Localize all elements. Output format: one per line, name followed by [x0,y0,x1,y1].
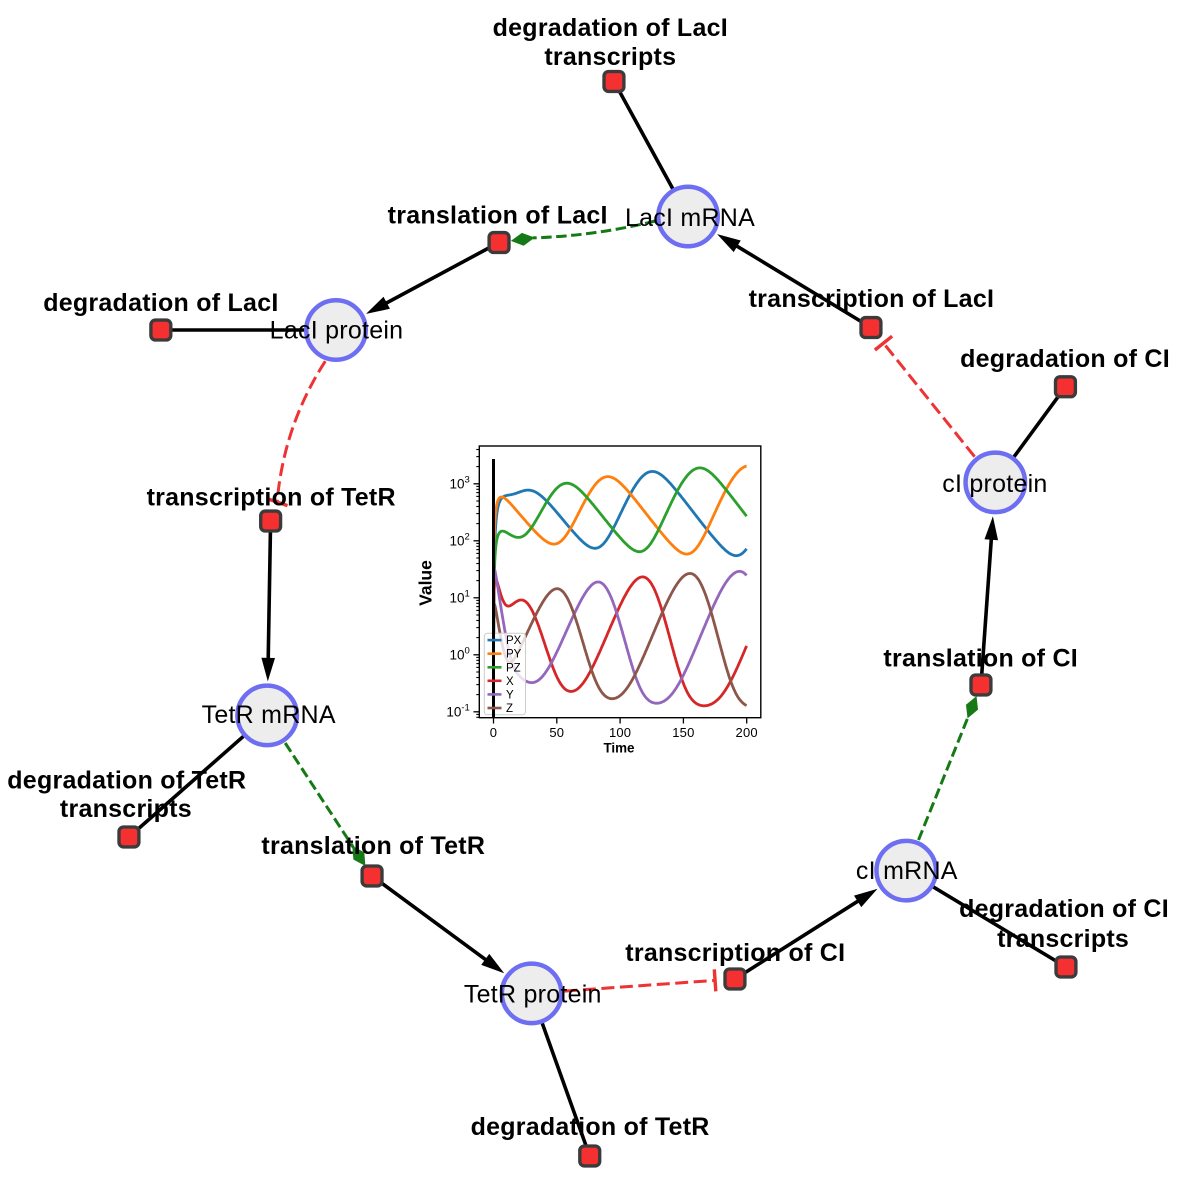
svg-text:degradation of TetR: degradation of TetR [7,766,246,794]
svg-text:PY: PY [506,649,522,661]
svg-text:degradation of CI: degradation of CI [959,895,1169,923]
svg-text:Time: Time [603,741,634,756]
svg-text:degradation of TetR: degradation of TetR [471,1113,710,1141]
svg-text:transcripts: transcripts [997,925,1129,953]
svg-text:Z: Z [506,703,513,715]
svg-text:cI mRNA: cI mRNA [856,857,958,885]
svg-text:transcription of TetR: transcription of TetR [147,483,396,511]
svg-text:100: 100 [449,645,469,662]
svg-text:LacI mRNA: LacI mRNA [625,204,755,232]
svg-text:cI protein: cI protein [942,470,1047,498]
svg-text:transcription of CI: transcription of CI [625,939,845,967]
svg-text:10-1: 10-1 [446,702,469,719]
svg-text:degradation of CI: degradation of CI [960,345,1170,373]
svg-text:0: 0 [490,725,497,740]
svg-text:translation of CI: translation of CI [883,644,1078,672]
svg-text:150: 150 [672,725,694,740]
svg-text:degradation of LacI: degradation of LacI [493,14,728,42]
svg-text:PZ: PZ [506,662,521,674]
svg-text:transcripts: transcripts [60,795,192,823]
svg-text:50: 50 [549,725,564,740]
svg-text:101: 101 [449,588,469,605]
svg-text:transcripts: transcripts [544,43,676,71]
svg-text:100: 100 [609,725,631,740]
svg-text:X: X [506,676,514,688]
svg-text:degradation of LacI: degradation of LacI [43,289,278,317]
svg-text:LacI protein: LacI protein [270,316,404,344]
svg-text:103: 103 [449,474,469,491]
svg-text:PX: PX [506,635,522,647]
svg-text:200: 200 [736,725,758,740]
svg-text:102: 102 [449,531,469,548]
svg-text:Y: Y [506,689,514,701]
svg-text:Value: Value [416,560,436,606]
svg-text:TetR protein: TetR protein [464,981,602,1009]
svg-text:transcription of LacI: transcription of LacI [749,285,995,313]
svg-text:TetR mRNA: TetR mRNA [202,701,336,729]
svg-text:translation of LacI: translation of LacI [388,201,608,229]
svg-text:translation of TetR: translation of TetR [261,832,485,860]
